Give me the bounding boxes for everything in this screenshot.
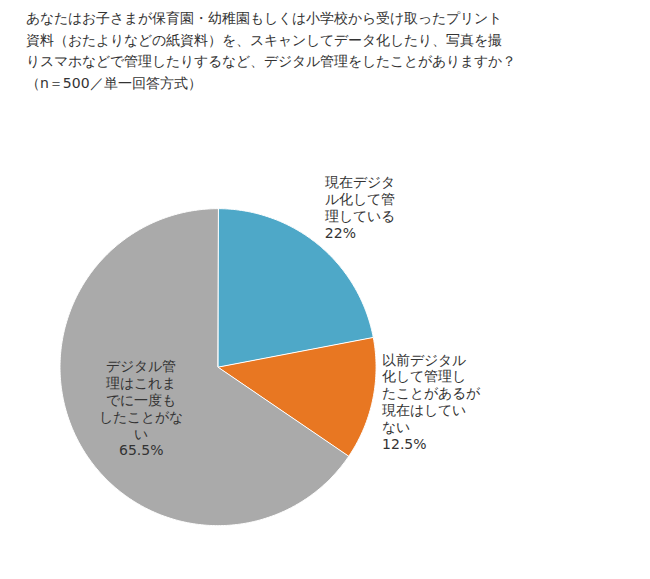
svg-text:デジタル管理はこれまでに一度もしたことがない65.5%: デジタル管理はこれまでに一度もしたことがない65.5% xyxy=(99,358,183,458)
svg-text:以前デジタル化して管理したことがあるが現在はしていない12.: 以前デジタル化して管理したことがあるが現在はしていない12.5% xyxy=(382,351,481,451)
html-text:あなたはお子さまが保育園・幼稚園もしくは小学校から受け取った: あなたはお子さまが保育園・幼稚園もしくは小学校から受け取ったプリント 資料（おた… xyxy=(26,10,516,92)
svg-text:現在デジタル化して管理している22%: 現在デジタル化して管理している22% xyxy=(325,174,395,240)
